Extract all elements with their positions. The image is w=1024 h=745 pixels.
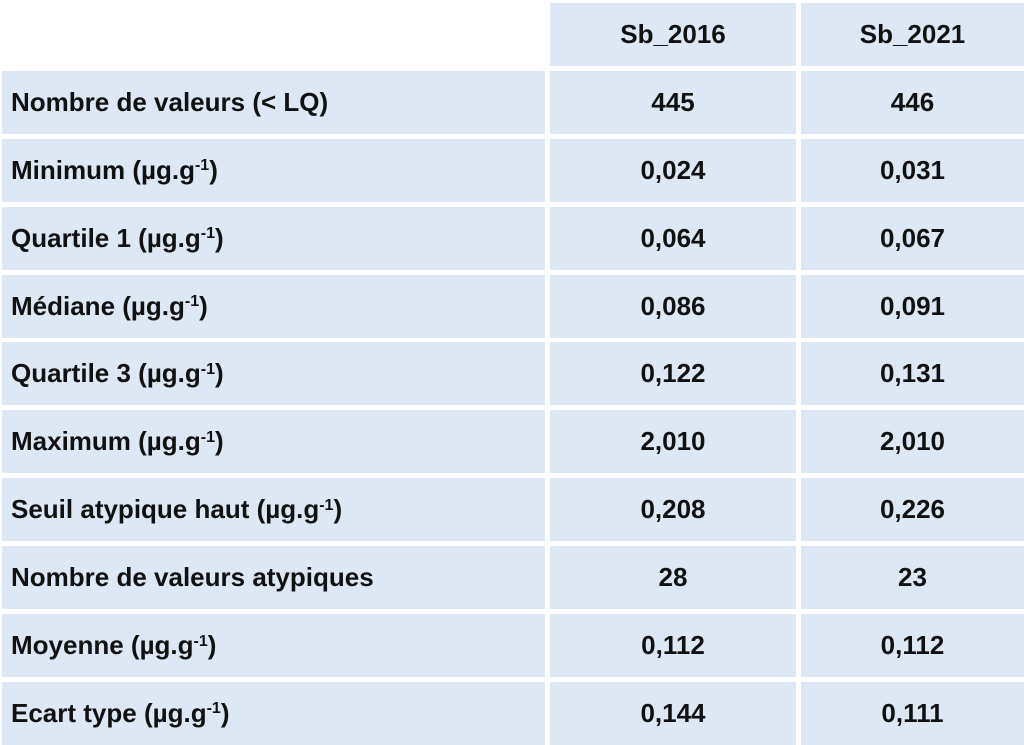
label-text: Nombre de valeurs atypiques: [11, 562, 374, 593]
row-label: Minimum (µg.g -1): [2, 138, 545, 202]
row-label: Nombre de valeurs atypiques: [2, 546, 545, 610]
label-text: Nombre de valeurs (< LQ): [11, 86, 329, 117]
row-label: Seuil atypique haut (µg.g -1): [2, 478, 545, 542]
row-label: Moyenne (µg.g -1): [2, 614, 545, 678]
label-tail: ): [199, 290, 208, 321]
label-tail: ): [215, 222, 224, 253]
value-cell: 0,091: [801, 274, 1024, 338]
label-text: Maximum (µg.g: [11, 426, 201, 457]
unit-exponent: -1: [184, 293, 200, 311]
value-cell: 28: [550, 546, 796, 610]
row-label: Quartile 1 (µg.g -1): [2, 206, 545, 270]
row-label: Maximum (µg.g -1): [2, 410, 545, 474]
label-text: Médiane (µg.g: [11, 290, 185, 321]
label-text: Moyenne (µg.g: [11, 630, 194, 661]
value-cell: 0,112: [550, 614, 796, 678]
label-tail: ): [333, 494, 343, 525]
label-text: Ecart type (µg.g: [11, 697, 207, 728]
column-header: Sb_2021: [801, 3, 1024, 66]
value-cell: 0,122: [550, 342, 796, 406]
value-cell: 0,144: [550, 681, 796, 745]
value-cell: 0,031: [801, 138, 1024, 202]
label-text: Minimum (µg.g: [11, 154, 195, 185]
stats-table: Sb_2016 Sb_2021 Nombre de valeurs (< LQ) 44…: [2, 3, 1024, 745]
value-cell: 0,064: [550, 206, 796, 270]
unit-exponent: -1: [200, 360, 216, 378]
label-text: Quartile 3 (µg.g: [11, 358, 201, 389]
empty-corner: [2, 3, 545, 66]
unit-exponent: -1: [194, 157, 210, 175]
row-label: Médiane (µg.g -1): [2, 274, 545, 338]
value-cell: 2,010: [801, 410, 1024, 474]
label-text: Seuil atypique haut (µg.g: [11, 494, 320, 525]
value-cell: 445: [550, 70, 796, 134]
value-cell: 0,226: [801, 478, 1024, 542]
label-tail: ): [215, 426, 224, 457]
row-label: Ecart type (µg.g -1): [2, 681, 545, 745]
value-cell: 0,024: [550, 138, 796, 202]
label-tail: ): [215, 358, 224, 389]
unit-exponent: -1: [206, 700, 221, 718]
value-cell: 23: [801, 546, 1024, 610]
value-cell: 0,111: [801, 681, 1024, 745]
label-text: Quartile 1 (µg.g: [11, 222, 201, 253]
value-cell: 0,067: [801, 206, 1024, 270]
unit-exponent: -1: [200, 428, 216, 446]
row-label: Quartile 3 (µg.g -1): [2, 342, 545, 406]
label-tail: ): [209, 154, 218, 185]
column-header: Sb_2016: [550, 3, 796, 66]
value-cell: 2,010: [550, 410, 796, 474]
row-label: Nombre de valeurs (< LQ): [2, 70, 545, 134]
unit-exponent: -1: [193, 632, 208, 650]
value-cell: 446: [801, 70, 1024, 134]
value-cell: 0,131: [801, 342, 1024, 406]
value-cell: 0,208: [550, 478, 796, 542]
unit-exponent: -1: [319, 496, 334, 514]
value-cell: 0,112: [801, 614, 1024, 678]
unit-exponent: -1: [200, 225, 216, 243]
label-tail: ): [220, 697, 230, 728]
value-cell: 0,086: [550, 274, 796, 338]
label-tail: ): [207, 630, 217, 661]
